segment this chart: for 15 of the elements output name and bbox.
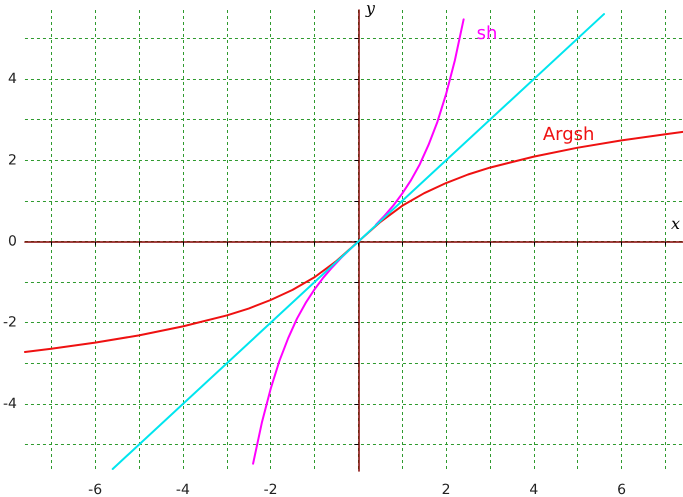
x-tick-label: 2 [442,482,451,497]
x-tick-label: -6 [88,482,102,497]
y-tick-label: 4 [8,71,18,88]
x-tick-label: -4 [176,482,190,497]
y-tick-label: 2 [8,152,17,168]
y-tick-label: -4 [2,396,18,412]
series-label: sh [476,22,498,44]
series-label: Argsh [542,124,594,146]
y-tick-label: 0 [8,234,17,250]
x-tick-label: -2 [264,482,278,497]
x-tick-label: 4 [529,482,538,497]
x-axis-title: x [670,214,680,234]
y-axis-title: y [364,0,376,18]
x-tick-label: 6 [617,482,626,497]
y-tick-label: -2 [2,314,17,331]
